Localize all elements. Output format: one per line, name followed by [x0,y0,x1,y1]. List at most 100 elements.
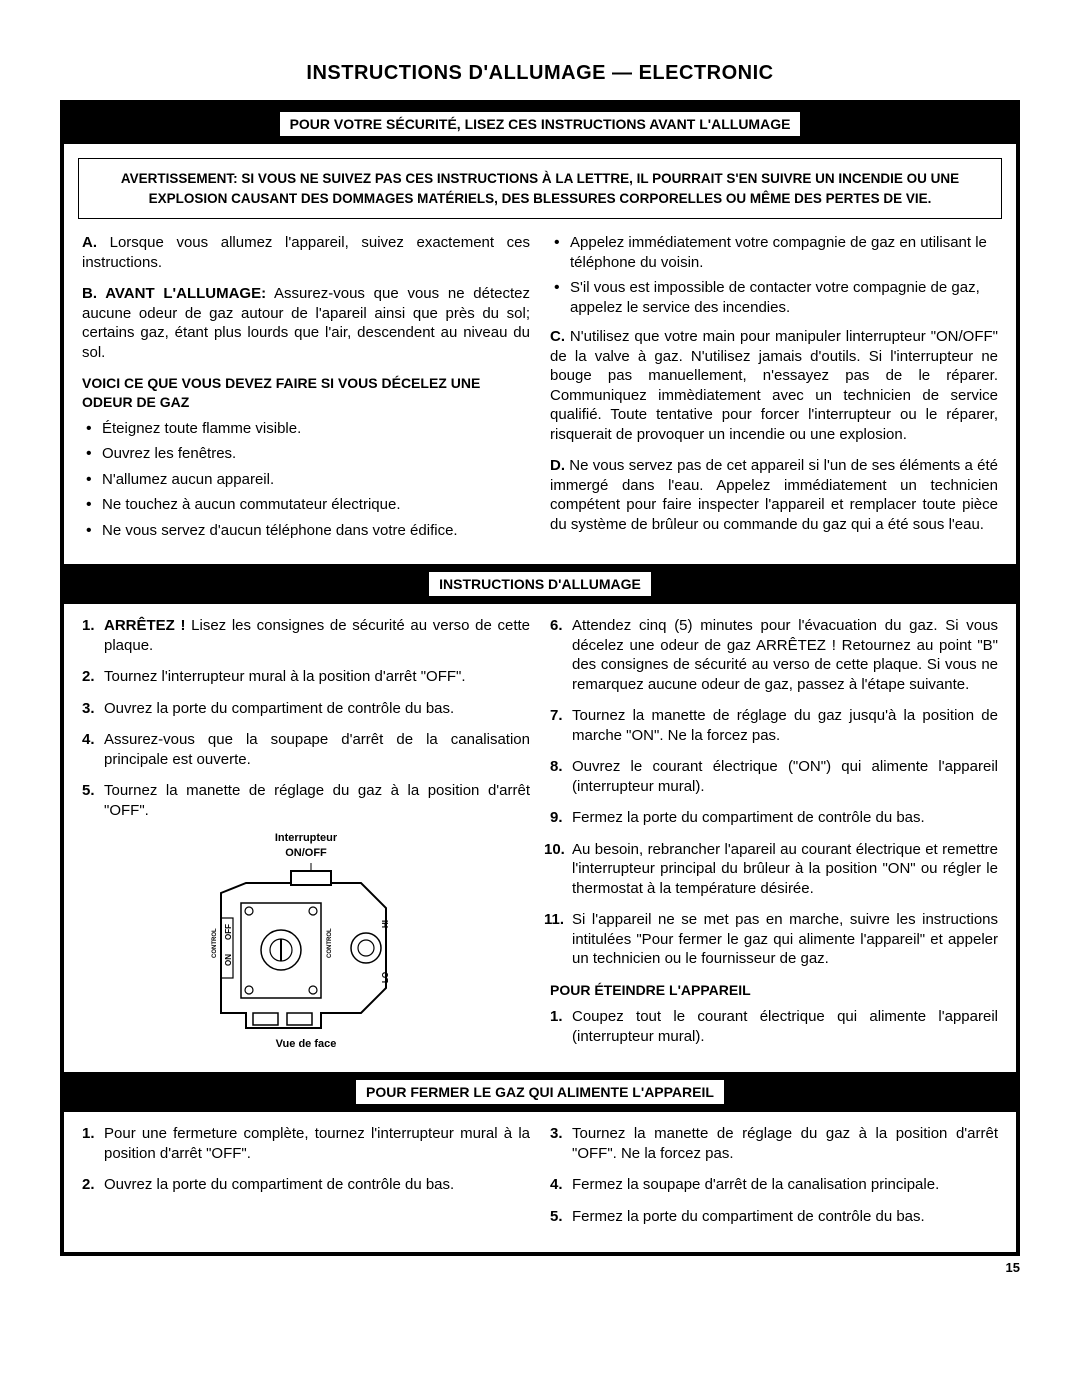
step-text: Ouvrez la porte du compartiment de contr… [104,1176,454,1193]
item-d: D. Ne vous servez pas de cet appareil si… [550,456,998,534]
svg-text:ON: ON [224,953,233,965]
shutoff-list-left: 1. Pour une fermeture complète, tournez l… [82,1124,530,1195]
safety-col-right: Appelez immédiatement votre compagnie de… [550,233,998,550]
step-text: Tournez la manette de réglage du gaz à l… [104,782,530,819]
valve-diagram: Interrupteur ON/OFF [82,832,530,1050]
item-c-lead: C. [550,328,565,345]
lighting-list-left: 1.ARRÊTEZ ! Lisez les consignes de sécur… [82,616,530,820]
shutdown-step-1: 1.Coupez tout le courant électrique qui … [572,1007,998,1046]
step-text: Fermez la porte du compartiment de contr… [572,809,925,826]
lighting-header-bar: INSTRUCTIONS D'ALLUMAGE [64,564,1016,604]
step-num: 1. [82,616,95,636]
step-text: Fermez la porte du compartiment de contr… [572,1208,925,1225]
step-11: 11.Si l'appareil ne se met pas en marche… [572,910,998,969]
step-num: 5. [550,1207,563,1227]
shutoff-header-label: POUR FERMER LE GAZ QUI ALIMENTE L'APPARE… [356,1080,724,1104]
step-text: Tournez l'interrupteur mural à la positi… [104,668,466,685]
shutoff-step-3: 3.Tournez la manette de réglage du gaz à… [572,1124,998,1163]
step-num: 8. [550,757,563,777]
step-text: Tournez la manette de réglage du gaz jus… [572,707,998,744]
step-num: 2. [82,1175,95,1195]
safety-header-bar: POUR VOTRE SÉCURITÉ, LISEZ CES INSTRUCTI… [64,104,1016,144]
lighting-header-label: INSTRUCTIONS D'ALLUMAGE [429,572,651,596]
lighting-col-right: 6. Attendez cinq (5) minutes pour l'évacu… [550,616,998,1058]
shutoff-step-5: 5.Fermez la porte du compartiment de con… [572,1207,998,1227]
step-6: 6.Attendez cinq (5) minutes pour l'évacu… [572,616,998,694]
shutoff-col-left: 1. Pour une fermeture complète, tournez l… [82,1124,530,1238]
shutoff-step-1: 1.Pour une fermeture complète, tournez l… [104,1124,530,1163]
svg-text:HI: HI [381,920,390,928]
bullet-item: Ouvrez les fenêtres. [102,444,530,464]
step-text: Ouvrez le courant électrique ("ON") qui … [572,758,998,795]
step-text: Ouvrez la porte du compartiment de contr… [104,700,454,717]
lighting-col-left: 1.ARRÊTEZ ! Lisez les consignes de sécur… [82,616,530,1058]
step-text: Fermez la soupape d'arrêt de la canalisa… [572,1176,939,1193]
bullet-item: Éteignez toute flamme visible. [102,419,530,439]
item-b: B. AVANT L'ALLUMAGE: Assurez-vous que vo… [82,284,530,362]
safety-col-left: A. Lorsque vous allumez l'appareil, suiv… [82,233,530,550]
lighting-columns: 1.ARRÊTEZ ! Lisez les consignes de sécur… [64,604,1016,1072]
step-num: 4. [550,1175,563,1195]
step-8: 8.Ouvrez le courant électrique ("ON") qu… [572,757,998,796]
main-frame: POUR VOTRE SÉCURITÉ, LISEZ CES INSTRUCTI… [60,100,1020,1256]
step-text: Coupez tout le courant électrique qui al… [572,1008,998,1045]
shutdown-heading: POUR ÉTEINDRE L'APPAREIL [550,981,998,999]
step-text: Au besoin, rebrancher l'apareil au coura… [572,841,998,897]
step-num: 7. [550,706,563,726]
shutoff-col-right: 3.Tournez la manette de réglage du gaz à… [550,1124,998,1238]
step-lead: ARRÊTEZ ! [104,617,186,634]
page-title: INSTRUCTIONS D'ALLUMAGE — ELECTRONIC [60,60,1020,86]
step-1: 1.ARRÊTEZ ! Lisez les consignes de sécur… [104,616,530,655]
step-num: 10. [544,840,565,860]
step-text: Tournez la manette de réglage du gaz à l… [572,1125,998,1162]
diagram-label-bottom: Vue de face [82,1037,530,1051]
odor-bullets-left: Éteignez toute flamme visible. Ouvrez le… [82,419,530,541]
bullet-item: Ne touchez à aucun commutateur électriqu… [102,495,530,515]
step-text: Pour une fermeture complète, tournez l'i… [104,1125,530,1162]
diagram-label-top1: Interrupteur [82,832,530,844]
shutdown-list: 1. Coupez tout le courant électrique qui … [550,1007,998,1046]
step-10: 10.Au besoin, rebrancher l'apareil au co… [572,840,998,899]
step-num: 6. [550,616,563,636]
odor-heading: VOICI CE QUE VOUS DEVEZ FAIRE SI VOUS DÉ… [82,374,530,410]
page-number: 15 [60,1260,1020,1277]
bullet-item: Appelez immédiatement votre compagnie de… [570,233,998,272]
item-c-text: N'utilisez que votre main pour manipuler… [550,328,998,443]
shutoff-list-right: 3.Tournez la manette de réglage du gaz à… [550,1124,998,1226]
valve-svg: OFF ON HI LO CONTROL CONTROL [191,863,421,1033]
svg-text:OFF: OFF [224,923,233,939]
safety-header-label: POUR VOTRE SÉCURITÉ, LISEZ CES INSTRUCTI… [280,112,801,136]
step-9: 9.Fermez la porte du compartiment de con… [572,808,998,828]
step-num: 1. [550,1007,563,1027]
item-a: A. Lorsque vous allumez l'appareil, suiv… [82,233,530,272]
odor-bullets-right: Appelez immédiatement votre compagnie de… [550,233,998,317]
step-2: 2.Tournez l'interrupteur mural à la posi… [104,667,530,687]
shutoff-step-2: 2.Ouvrez la porte du compartiment de con… [104,1175,530,1195]
bullet-item: Ne vous servez d'aucun téléphone dans vo… [102,521,530,541]
step-num: 11. [544,910,564,930]
bullet-item: N'allumez aucun appareil. [102,470,530,490]
shutoff-columns: 1. Pour une fermeture complète, tournez l… [64,1112,1016,1252]
svg-text:CONTROL: CONTROL [327,928,333,958]
item-d-text: Ne vous servez pas de cet appareil si l'… [550,457,998,533]
warning-box: AVERTISSEMENT: SI VOUS NE SUIVEZ PAS CES… [78,158,1002,219]
safety-columns: A. Lorsque vous allumez l'appareil, suiv… [64,233,1016,564]
lighting-list-right: 6. Attendez cinq (5) minutes pour l'évacu… [550,616,998,969]
svg-text:LO: LO [381,971,390,982]
svg-text:CONTROL: CONTROL [212,928,218,958]
step-5: 5.Tournez la manette de réglage du gaz à… [104,781,530,820]
step-text: Attendez cinq (5) minutes pour l'évacuat… [572,617,998,693]
step-num: 2. [82,667,95,687]
step-4: 4.Assurez-vous que la soupape d'arrêt de… [104,730,530,769]
step-num: 5. [82,781,95,801]
item-a-text: Lorsque vous allumez l'appareil, suivez … [82,234,530,271]
step-num: 1. [82,1124,95,1144]
item-a-lead: A. [82,234,97,251]
step-7: 7.Tournez la manette de réglage du gaz j… [572,706,998,745]
step-num: 9. [550,808,563,828]
shutoff-header-bar: POUR FERMER LE GAZ QUI ALIMENTE L'APPARE… [64,1072,1016,1112]
diagram-label-top2: ON/OFF [82,847,530,859]
shutoff-step-4: 4.Fermez la soupape d'arrêt de la canali… [572,1175,998,1195]
step-3: 3.Ouvrez la porte du compartiment de con… [104,699,530,719]
step-text: Assurez-vous que la soupape d'arrêt de l… [104,731,530,768]
